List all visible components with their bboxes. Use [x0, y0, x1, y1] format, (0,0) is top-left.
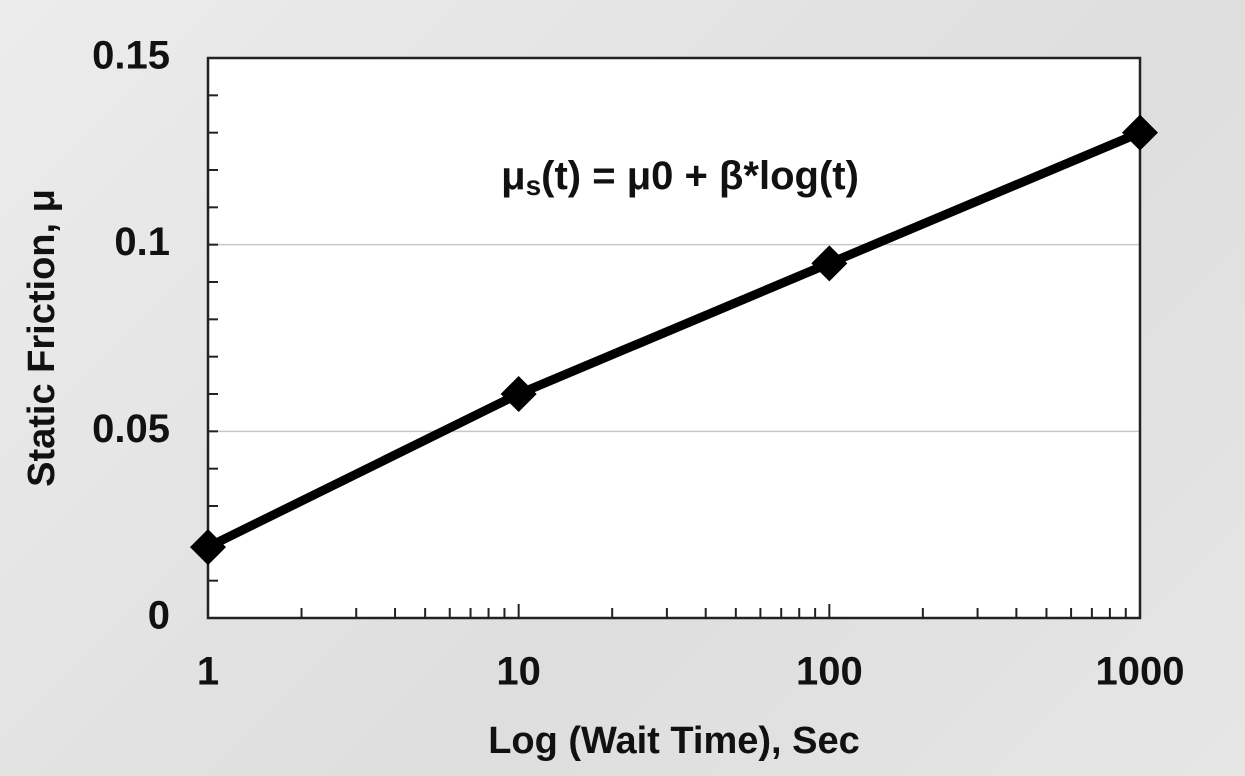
y-tick-label: 0.1: [114, 220, 170, 264]
y-tick-label: 0: [148, 594, 170, 638]
x-tick-label: 10: [496, 650, 541, 694]
data-point: [190, 529, 226, 566]
x-tick-label: 100: [796, 650, 863, 694]
x-tick-label: 1000: [1096, 650, 1185, 694]
annotation-part: (t) = μ0 + β*log(t): [541, 154, 859, 198]
plot-border: [206, 56, 1142, 620]
annotation-subscript: s: [526, 170, 542, 201]
annotation-part: μ: [501, 154, 525, 198]
data-point: [811, 245, 848, 282]
annotation: μs(t) = μ0 + β*log(t): [501, 154, 859, 202]
y-tick-label: 0.05: [92, 407, 170, 451]
plot-area: [208, 58, 1140, 618]
data-point: [500, 376, 537, 412]
data-line: [206, 128, 1142, 552]
y-axis-title: Static Friction, μ: [21, 189, 63, 487]
x-axis-title: Log (Wait Time), Sec: [488, 720, 860, 762]
y-tick-label: 0.15: [92, 34, 170, 78]
data-point: [1122, 114, 1158, 151]
x-tick-label: 1: [197, 650, 219, 694]
